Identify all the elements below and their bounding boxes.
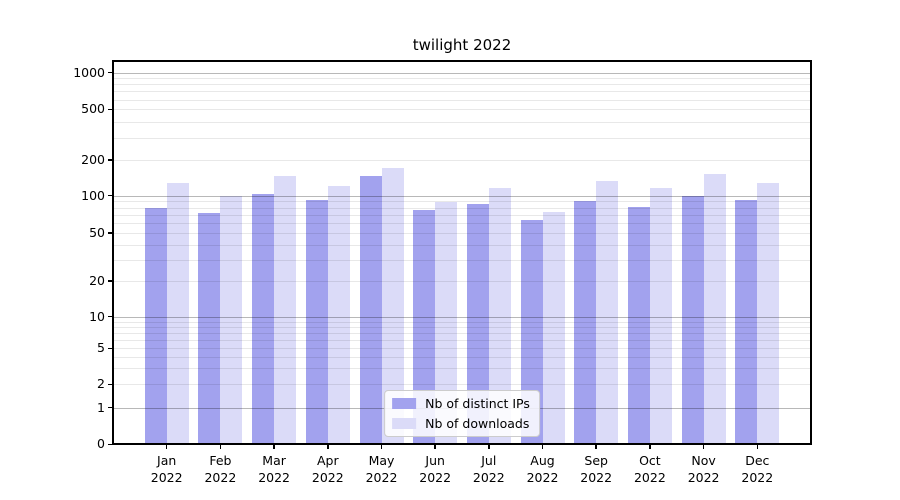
bar-distinct-ips-aug <box>520 219 543 444</box>
y-tick-mark-0 <box>108 443 113 446</box>
x-tick-mark-mar <box>273 444 275 449</box>
plot-area: Nb of distinct IPs Nb of downloads <box>112 60 812 445</box>
y-tick-label-20: 20 <box>89 273 105 288</box>
y-tick-mark-10 <box>108 315 113 318</box>
legend-swatch-downloads <box>392 418 417 429</box>
y-tick-label-2: 2 <box>97 376 105 392</box>
legend-label-distinct-ips: Nb of distinct IPs <box>425 396 530 411</box>
y-tick-label-0: 0 <box>97 436 105 452</box>
bar-distinct-ips-feb <box>198 213 221 444</box>
gridline-800 <box>113 84 811 86</box>
x-tick-label-may: May 2022 <box>365 453 398 485</box>
x-tick-label-apr: Apr 2022 <box>311 453 344 485</box>
bar-downloads-feb <box>220 195 243 444</box>
bar-distinct-ips-jan <box>144 208 167 444</box>
y-tick-label-50: 50 <box>89 225 105 240</box>
gridline-400 <box>113 121 811 123</box>
chart-title: twilight 2022 <box>412 36 512 54</box>
y-tick-mark-2 <box>108 383 113 386</box>
bar-downloads-jul <box>488 188 511 444</box>
x-tick-mark-nov <box>702 444 705 449</box>
y-tick-mark-200 <box>108 159 113 161</box>
bar-downloads-jun <box>435 202 458 444</box>
legend-label-downloads: Nb of downloads <box>425 416 530 431</box>
gridline-1000 <box>113 72 811 74</box>
bar-distinct-ips-jun <box>413 209 436 444</box>
bar-downloads-dec <box>757 183 780 444</box>
x-tick-label-nov: Nov 2022 <box>687 453 720 485</box>
x-tick-label-mar: Mar 2022 <box>258 453 290 485</box>
gridline-700 <box>113 91 811 93</box>
x-tick-mark-oct <box>649 444 651 449</box>
y-tick-label-10: 10 <box>89 308 105 324</box>
legend-swatch-distinct-ips <box>392 398 417 409</box>
bar-distinct-ips-nov <box>681 195 704 444</box>
legend: Nb of distinct IPs Nb of downloads <box>384 390 540 437</box>
y-tick-label-200: 200 <box>81 152 105 167</box>
x-tick-label-jul: Jul 2022 <box>472 453 505 485</box>
x-tick-label-sep: Sep 2022 <box>580 453 613 485</box>
x-tick-mark-aug <box>541 444 544 449</box>
bar-distinct-ips-apr <box>305 200 328 444</box>
gridline-200 <box>113 160 811 161</box>
y-tick-label-100: 100 <box>81 187 105 203</box>
x-tick-label-jan: Jan 2022 <box>150 453 183 485</box>
bar-downloads-nov <box>703 173 726 444</box>
bar-distinct-ips-sep <box>574 200 597 444</box>
x-tick-label-dec: Dec 2022 <box>741 453 774 485</box>
right-spine <box>810 60 812 445</box>
bar-downloads-apr <box>327 185 350 444</box>
x-tick-label-aug: Aug 2022 <box>526 453 559 485</box>
y-tick-label-1000: 1000 <box>73 64 105 80</box>
x-tick-label-feb: Feb 2022 <box>204 453 237 485</box>
legend-item-downloads: Nb of downloads <box>392 416 530 431</box>
bar-distinct-ips-may <box>359 175 382 444</box>
x-tick-mark-feb <box>219 444 222 449</box>
y-tick-mark-5 <box>108 347 113 350</box>
y-tick-mark-500 <box>108 108 113 111</box>
gridline-900 <box>113 78 811 80</box>
bar-downloads-jan <box>166 183 189 444</box>
x-tick-mark-jun <box>434 444 436 449</box>
y-tick-mark-20 <box>108 280 113 282</box>
y-tick-mark-1 <box>108 406 113 409</box>
y-axis-spine <box>112 60 114 445</box>
y-tick-mark-100 <box>108 194 113 197</box>
x-tick-mark-dec <box>756 444 759 449</box>
y-tick-label-1: 1 <box>97 399 105 415</box>
y-tick-mark-1000 <box>108 71 113 74</box>
legend-item-distinct-ips: Nb of distinct IPs <box>392 396 530 411</box>
bar-distinct-ips-dec <box>735 200 758 444</box>
bar-downloads-oct <box>649 188 672 444</box>
x-tick-mark-apr <box>327 444 329 449</box>
y-tick-label-5: 5 <box>97 340 105 356</box>
bar-downloads-may <box>381 168 404 444</box>
gridline-300 <box>113 137 811 139</box>
bar-distinct-ips-jul <box>466 204 489 444</box>
x-axis-spine <box>112 443 812 445</box>
bar-downloads-sep <box>596 181 619 444</box>
bar-downloads-mar <box>274 175 297 444</box>
bar-distinct-ips-oct <box>627 207 650 444</box>
x-tick-mark-jan <box>165 444 168 449</box>
gridline-600 <box>113 99 811 101</box>
gridline-500 <box>113 109 811 111</box>
x-tick-mark-jul <box>488 444 490 449</box>
bar-distinct-ips-mar <box>252 194 275 444</box>
x-tick-mark-may <box>380 444 383 449</box>
top-spine <box>112 60 812 62</box>
y-tick-label-500: 500 <box>81 101 105 117</box>
x-tick-label-jun: Jun 2022 <box>419 453 452 485</box>
x-tick-label-oct: Oct 2022 <box>633 453 666 485</box>
bar-downloads-aug <box>542 211 565 444</box>
y-tick-mark-50 <box>108 232 113 234</box>
x-tick-mark-sep <box>595 444 597 449</box>
